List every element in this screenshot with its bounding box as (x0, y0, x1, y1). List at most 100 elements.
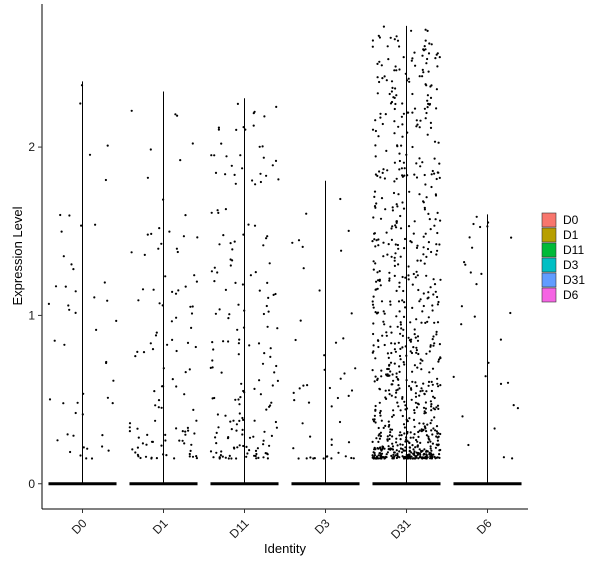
data-point (391, 206, 394, 209)
data-point (377, 454, 380, 457)
data-point (395, 177, 398, 180)
data-point (435, 435, 438, 438)
data-point (378, 170, 381, 173)
data-point (381, 122, 384, 126)
data-point (436, 249, 439, 252)
data-point (237, 398, 240, 401)
data-point (106, 396, 109, 399)
data-point (325, 455, 328, 458)
data-point (433, 140, 437, 143)
data-point (235, 457, 238, 460)
data-point (433, 455, 436, 458)
points-D1 (128, 109, 199, 460)
data-point (151, 440, 154, 443)
data-point (188, 368, 191, 371)
data-point (461, 415, 464, 418)
data-point (241, 167, 244, 170)
data-point (439, 356, 442, 359)
data-point (403, 237, 407, 241)
data-point (417, 457, 420, 460)
data-point (220, 450, 223, 453)
data-point (101, 434, 104, 437)
data-point (275, 105, 278, 108)
data-point (438, 162, 441, 165)
data-point (334, 341, 338, 344)
data-point (408, 449, 411, 452)
data-point (53, 339, 56, 342)
data-point (413, 425, 416, 428)
legend-label-D3: D3 (563, 258, 579, 272)
data-point (189, 449, 192, 452)
data-point (171, 378, 174, 381)
data-point (392, 96, 395, 99)
data-point (383, 312, 386, 315)
data-point (411, 92, 414, 96)
data-point (438, 56, 441, 59)
data-point (382, 241, 385, 244)
data-point (220, 371, 223, 374)
data-point (499, 338, 502, 341)
data-point (418, 193, 421, 196)
data-point (212, 456, 215, 459)
data-point (90, 457, 94, 460)
data-point (427, 52, 431, 55)
data-point (398, 168, 401, 171)
data-point (67, 304, 70, 307)
data-point (429, 422, 432, 425)
data-point (393, 362, 396, 365)
data-point (431, 304, 434, 307)
data-point (417, 352, 420, 356)
data-point (435, 330, 438, 333)
data-point (111, 402, 114, 405)
data-point (292, 391, 295, 394)
data-point (128, 426, 131, 429)
data-point (390, 428, 394, 431)
data-point (142, 351, 146, 354)
data-point (373, 451, 376, 455)
data-point (430, 455, 433, 458)
points-layer (47, 25, 522, 486)
data-point (269, 404, 272, 407)
data-point (216, 271, 219, 274)
data-point (408, 190, 411, 193)
data-point (265, 408, 268, 411)
data-point (383, 75, 386, 78)
data-point (397, 263, 400, 266)
data-point (258, 379, 261, 382)
data-point (415, 351, 418, 354)
data-point (403, 301, 406, 304)
data-point (408, 417, 411, 420)
data-point (164, 433, 167, 436)
data-point (402, 289, 405, 293)
data-point (399, 431, 402, 434)
data-point (427, 384, 430, 387)
data-point (230, 164, 233, 167)
data-point (413, 220, 416, 223)
data-point (427, 102, 430, 105)
data-point (391, 373, 394, 376)
data-point (427, 212, 430, 215)
data-point (378, 36, 381, 39)
data-point (407, 278, 410, 281)
data-point (411, 145, 414, 149)
y-axis-title: Expression Level (10, 206, 25, 305)
data-point (468, 236, 471, 239)
data-point (193, 274, 196, 277)
data-point (395, 221, 398, 224)
data-point (387, 425, 390, 428)
data-point (236, 446, 239, 449)
data-point (211, 359, 214, 362)
data-point (397, 247, 400, 250)
data-point (414, 446, 417, 449)
data-point (433, 416, 436, 419)
data-point (401, 346, 404, 349)
data-point (136, 350, 139, 353)
data-point (309, 456, 312, 459)
data-point (430, 409, 433, 412)
data-point (186, 426, 189, 429)
data-point (262, 443, 265, 446)
data-point (399, 438, 402, 441)
data-point (411, 283, 414, 286)
data-point (393, 451, 396, 454)
data-point (261, 145, 264, 148)
